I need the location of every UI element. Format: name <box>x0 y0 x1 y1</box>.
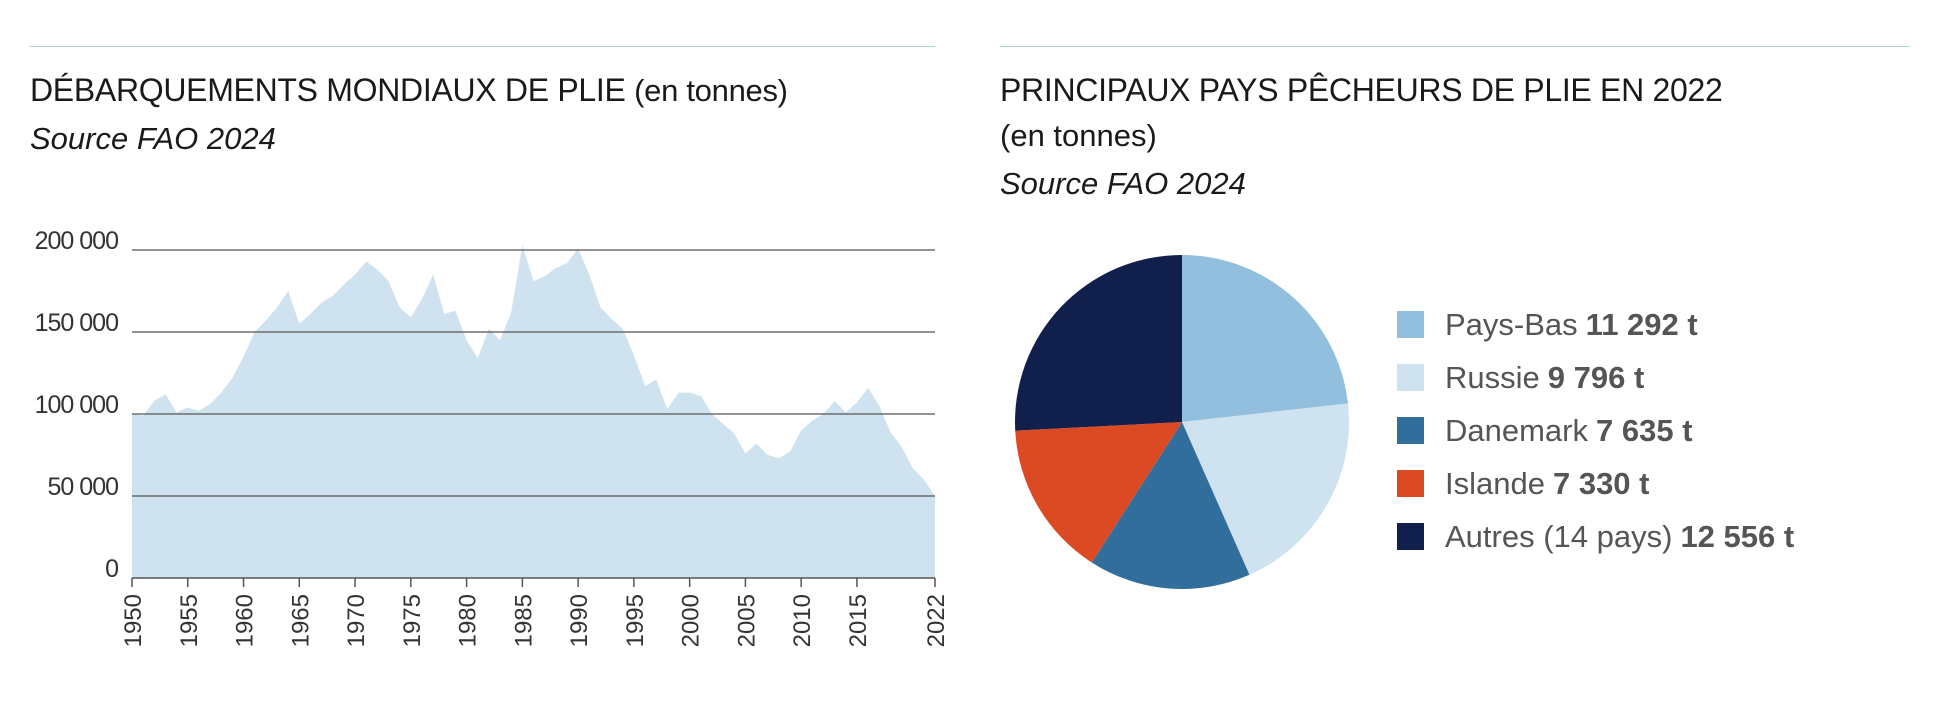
legend-label: Pays-Bas <box>1445 306 1578 342</box>
x-tick-label: 2005 <box>733 594 760 647</box>
legend-value: 12 556 t <box>1680 518 1795 554</box>
legend-label: Autres (14 pays) <box>1445 518 1673 554</box>
y-tick-label: 100 000 <box>35 391 118 419</box>
pie-chart-legend: Pays-Bas 11 292 t Russie 9 796 t Danemark 7 6… <box>1397 298 1794 563</box>
area-chart-series <box>132 245 935 578</box>
x-tick-label: 1995 <box>622 594 649 647</box>
legend-item: Russie 9 796 t <box>1397 351 1794 404</box>
pie-slice <box>1182 255 1348 422</box>
pie-slice <box>1182 403 1350 575</box>
area-chart-grid <box>132 249 935 497</box>
area-chart-title-unit: (en tonnes) <box>634 73 788 108</box>
x-tick-label: 1985 <box>510 594 537 647</box>
legend-label: Islande <box>1445 465 1545 501</box>
legend-value: 11 292 t <box>1585 306 1698 342</box>
area-chart: 0 50 000 100 000 150 000 200 000 1950 1955 196… <box>35 227 950 647</box>
pie-slice <box>1091 422 1250 590</box>
pie-chart-title-main: PRINCIPAUX PAYS PÊCHEURS DE PLIE EN 2022 <box>1000 72 1723 108</box>
area-chart-source: Source FAO 2024 <box>30 121 276 156</box>
legend-label: Russie <box>1445 359 1540 395</box>
legend-item: Islande 7 330 t <box>1397 457 1794 510</box>
y-tick-label: 50 000 <box>48 473 119 501</box>
x-tick-label: 1950 <box>120 594 147 647</box>
x-tick-label: 2010 <box>789 594 816 647</box>
x-tick-label: 1955 <box>176 594 203 647</box>
area-chart-y-axis: 0 50 000 100 000 150 000 200 000 <box>35 227 119 583</box>
area-series-fill <box>132 245 935 578</box>
x-tick-label: 2000 <box>678 594 705 647</box>
pie-slice <box>1015 422 1182 563</box>
x-tick-label: 1980 <box>455 594 482 647</box>
legend-swatch <box>1397 470 1424 497</box>
legend-value: 7 330 t <box>1552 465 1650 501</box>
y-tick-label: 0 <box>105 555 118 583</box>
x-tick-label: 1990 <box>566 594 593 647</box>
y-tick-label: 150 000 <box>35 309 118 337</box>
top-divider <box>30 46 935 47</box>
legend-value: 7 635 t <box>1596 412 1693 448</box>
legend-label: Danemark <box>1445 412 1588 448</box>
legend-swatch <box>1397 523 1424 550</box>
legend-swatch <box>1397 417 1424 444</box>
area-chart-panel: DÉBARQUEMENTS MONDIAUX DE PLIE (en tonne… <box>30 0 935 162</box>
pie-chart-panel: PRINCIPAUX PAYS PÊCHEURS DE PLIE EN 2022… <box>1000 0 1910 554</box>
x-tick-label: 1970 <box>343 594 370 647</box>
legend-item: Autres (14 pays) 12 556 t <box>1397 510 1794 563</box>
area-chart-title: DÉBARQUEMENTS MONDIAUX DE PLIE (en tonne… <box>30 67 935 114</box>
pie-chart-title: PRINCIPAUX PAYS PÊCHEURS DE PLIE EN 2022… <box>1000 67 1910 159</box>
x-tick-label: 2022 <box>923 594 950 647</box>
x-tick-label: 2015 <box>845 594 872 647</box>
pie-chart-source: Source FAO 2024 <box>1000 166 1246 201</box>
y-tick-label: 200 000 <box>35 227 118 255</box>
x-tick-label: 1965 <box>287 594 314 647</box>
pie-chart <box>1015 255 1350 590</box>
legend-item: Danemark 7 635 t <box>1397 404 1794 457</box>
pie-chart-title-unit: (en tonnes) <box>1000 118 1157 153</box>
legend-item: Pays-Bas 11 292 t <box>1397 298 1794 351</box>
legend-swatch <box>1397 364 1424 391</box>
x-tick-label: 1960 <box>232 594 259 647</box>
area-chart-title-main: DÉBARQUEMENTS MONDIAUX DE PLIE <box>30 72 626 108</box>
pie-slice <box>1015 255 1182 431</box>
x-tick-label: 1975 <box>399 594 426 647</box>
legend-swatch <box>1397 311 1424 338</box>
top-divider <box>1000 46 1910 47</box>
legend-value: 9 796 t <box>1547 359 1645 395</box>
area-chart-x-axis: 1950 1955 1960 1965 1970 1975 1980 1985 1990 1995… <box>120 577 950 647</box>
